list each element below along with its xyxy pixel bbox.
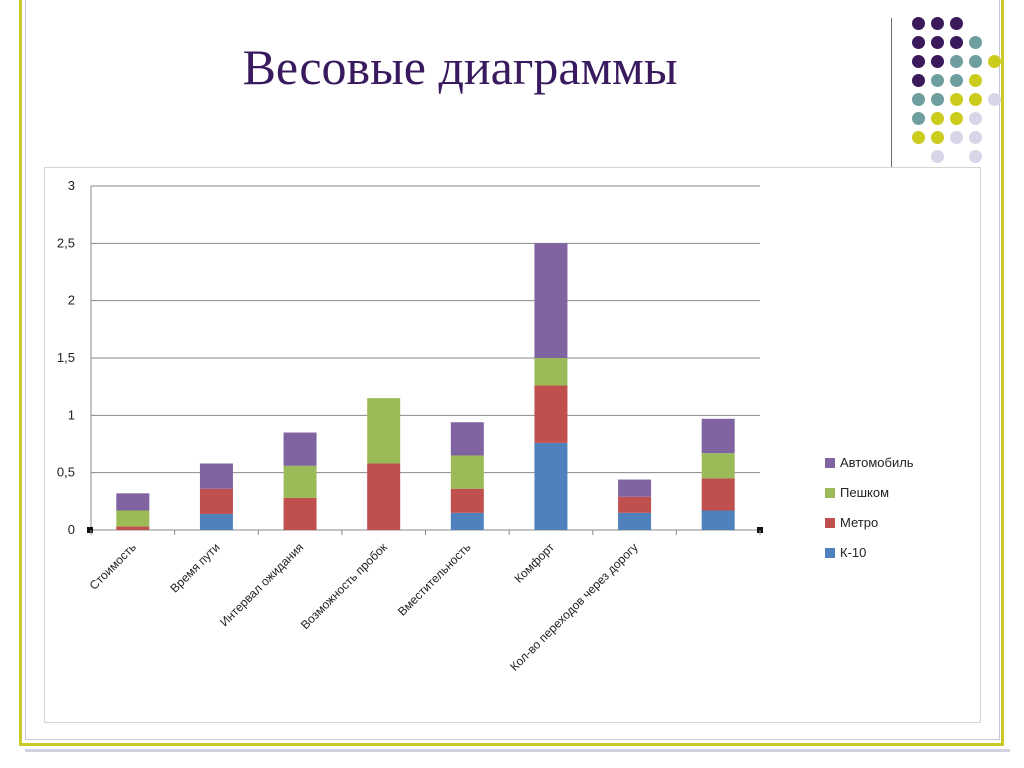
y-tick-label: 1,5 <box>57 350 75 365</box>
bar-segment <box>534 442 568 530</box>
decor-dot <box>950 74 963 87</box>
legend-label: Автомобиль <box>840 455 914 470</box>
decor-dot <box>931 55 944 68</box>
decor-dot <box>912 36 925 49</box>
decor-dot <box>988 93 1001 106</box>
axis-handle <box>87 527 93 533</box>
bar-segment <box>367 463 401 530</box>
legend-swatch <box>825 518 835 528</box>
decor-dot <box>988 55 1001 68</box>
decor-dot <box>969 55 982 68</box>
bar-segment <box>534 243 568 358</box>
bar-segment <box>199 513 233 530</box>
decor-dot <box>931 17 944 30</box>
bar-segment <box>116 510 150 527</box>
decor-dot <box>931 150 944 163</box>
decorative-dot-pattern <box>900 10 1010 170</box>
decor-dot <box>969 112 982 125</box>
bar-segment <box>450 488 484 513</box>
decor-dot <box>912 112 925 125</box>
x-tick-label: Вместительность <box>395 540 473 618</box>
y-tick-label: 3 <box>68 178 75 193</box>
chart-container: 0 0,5 1 1,5 2 2,5 3 Стоимость Время пути Интервал… <box>44 167 981 723</box>
bar-segment <box>199 463 233 489</box>
decor-dot <box>912 93 925 106</box>
decor-dot <box>969 150 982 163</box>
bar-segment <box>450 422 484 456</box>
page-title: Весовые диаграммы <box>242 39 678 95</box>
bar-segment <box>450 512 484 530</box>
decor-dot <box>950 93 963 106</box>
bar-segment <box>701 418 735 454</box>
bar-segment <box>701 453 735 479</box>
bar-segment <box>534 358 568 386</box>
stacked-bar-chart: 0 0,5 1 1,5 2 2,5 3 Стоимость Время путиИнтервал… <box>57 178 914 674</box>
legend-label: Метро <box>840 515 878 530</box>
decor-dot <box>969 74 982 87</box>
bar-segment <box>116 526 150 530</box>
decor-dot <box>950 112 963 125</box>
decor-dot <box>931 112 944 125</box>
legend-label: К-10 <box>840 545 866 560</box>
y-tick-label: 2,5 <box>57 235 75 250</box>
bar-segment <box>450 455 484 489</box>
legend-label: Пешком <box>840 485 889 500</box>
x-tick-label: Возможность пробок <box>298 540 390 632</box>
legend-swatch <box>825 548 835 558</box>
y-tick-label: 2 <box>68 293 75 308</box>
slide-frame-inner <box>25 0 1000 740</box>
decor-dot <box>969 131 982 144</box>
bar-segment <box>618 496 652 513</box>
decor-dot <box>950 131 963 144</box>
bar-segment <box>367 398 401 464</box>
bar-segment <box>283 432 317 466</box>
decor-dot <box>931 36 944 49</box>
slide-frame <box>19 0 1004 746</box>
decor-dot <box>969 93 982 106</box>
decor-dot <box>931 74 944 87</box>
decor-dot <box>950 36 963 49</box>
bar-segment <box>283 465 317 498</box>
decor-dot <box>931 131 944 144</box>
bar-segment <box>701 510 735 530</box>
y-tick-label: 0,5 <box>57 465 75 480</box>
y-tick-label: 0 <box>68 522 75 537</box>
x-tick-label: Время пути <box>167 540 222 595</box>
bar-segment <box>618 479 652 497</box>
bar-segment <box>199 488 233 514</box>
title-divider <box>891 18 892 168</box>
decor-dot <box>950 55 963 68</box>
decor-dot <box>912 55 925 68</box>
decor-dot <box>912 17 925 30</box>
bar-segment <box>618 512 652 530</box>
y-tick-label: 1 <box>68 407 75 422</box>
decor-dot <box>969 36 982 49</box>
x-tick-label: Интервал ожидания <box>217 540 306 629</box>
bar-segment <box>534 385 568 443</box>
decor-dot <box>912 74 925 87</box>
decor-dot <box>950 17 963 30</box>
slide-bottom-line <box>25 749 1010 752</box>
decor-dot <box>912 131 925 144</box>
bar-segment <box>116 493 150 511</box>
legend-swatch <box>825 488 835 498</box>
x-tick-label: Комфорт <box>512 540 558 586</box>
bar-segment <box>701 478 735 511</box>
bar-segment <box>283 497 317 530</box>
legend-swatch <box>825 458 835 468</box>
x-tick-label: Стоимость <box>87 540 139 592</box>
decor-dot <box>931 93 944 106</box>
